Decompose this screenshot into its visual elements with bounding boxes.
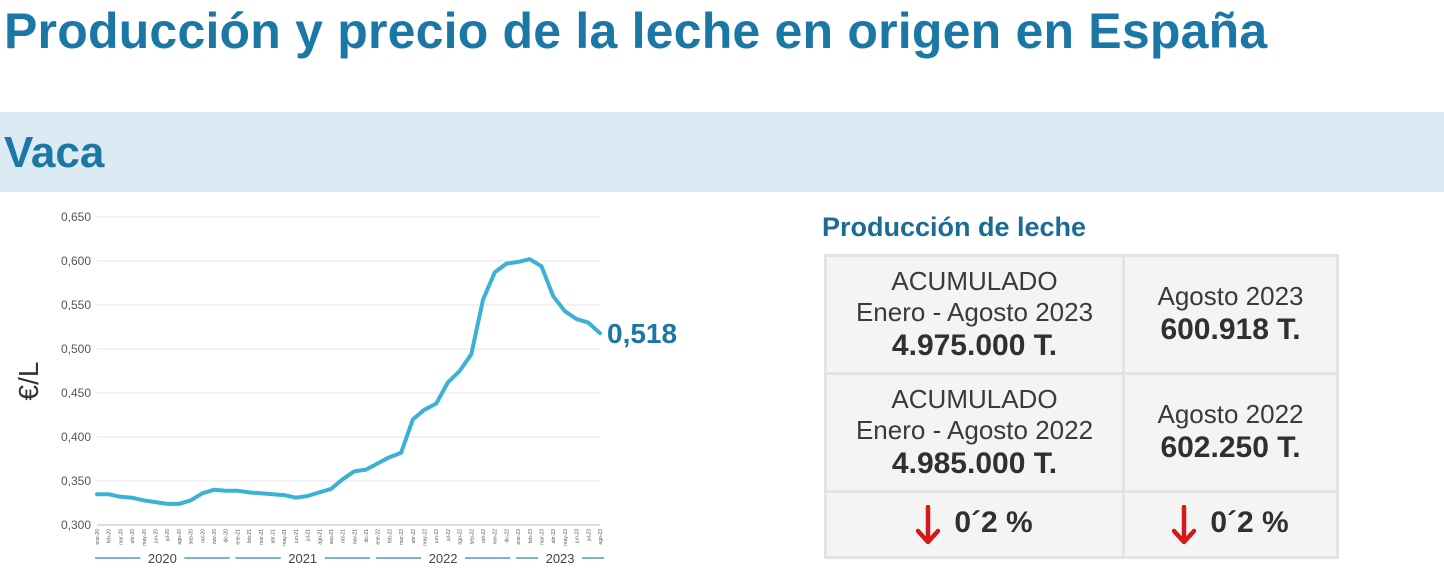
month-value: 602.250 T. xyxy=(1160,431,1301,464)
y-tick-label: 0,450 xyxy=(61,386,91,400)
price-chart-svg: 0,650 0,600 0,550 0,500 0,450 0,400 0,350 0,300… xyxy=(13,210,677,566)
x-tick-label: nov-20 xyxy=(212,529,218,545)
cumulative-value: 4.985.000 T. xyxy=(891,446,1058,480)
year-label: 2022 xyxy=(429,551,458,566)
y-tick-label: 0,300 xyxy=(61,518,91,532)
cumulative-period: Enero - Agosto 2023 xyxy=(855,296,1094,327)
x-tick-label: may-21 xyxy=(282,529,288,546)
change-month-cell: 0´2 % xyxy=(1122,490,1339,559)
x-tick-label: feb-20 xyxy=(107,529,113,543)
y-axis-title: €/L xyxy=(13,362,44,401)
x-tick-label: ene-21 xyxy=(235,529,241,545)
x-tick-label: sep-21 xyxy=(329,529,335,545)
x-tick-label: mar-23 xyxy=(540,529,546,545)
table-row: ACUMULADO Enero - Agosto 2022 4.985.000 … xyxy=(824,372,1339,493)
x-tick-label: may-22 xyxy=(423,529,429,546)
change-cumulative: 0´2 % xyxy=(916,504,1033,544)
x-tick-label: jun-23 xyxy=(575,529,581,544)
arrow-down-icon xyxy=(1172,504,1197,544)
table-row: ACUMULADO Enero - Agosto 2023 4.975.000 … xyxy=(824,254,1339,375)
section-band xyxy=(0,112,1444,192)
x-tick-label: feb-22 xyxy=(387,529,393,543)
cumulative-2022-cell: ACUMULADO Enero - Agosto 2022 4.985.000 … xyxy=(824,372,1125,493)
x-tick-label: jun-22 xyxy=(434,529,440,544)
page-title: Producción y precio de la leche en orige… xyxy=(4,3,1268,59)
x-tick-label: ene-22 xyxy=(376,529,382,545)
x-tick-label: jul-23 xyxy=(586,529,592,542)
price-chart: 0,650 0,600 0,550 0,500 0,450 0,400 0,350 0,300… xyxy=(0,200,700,577)
x-tick-label: dic-21 xyxy=(364,529,370,543)
x-tick-label: may-23 xyxy=(563,529,569,546)
x-tick-label: abr-22 xyxy=(411,529,417,544)
x-tick-label: oct-20 xyxy=(200,529,206,543)
month-label: Agosto 2023 xyxy=(1157,281,1304,311)
x-tick-label: dic-20 xyxy=(224,529,230,543)
cumulative-label: ACUMULADO xyxy=(891,265,1058,296)
y-tick-label: 0,350 xyxy=(61,474,91,488)
table-row: 0´2 % 0´2 % xyxy=(824,490,1339,559)
x-tick-label: ene-20 xyxy=(95,529,101,545)
x-tick-label: ene-23 xyxy=(516,529,522,545)
year-label: 2020 xyxy=(148,551,177,566)
x-tick-label: feb-21 xyxy=(247,529,253,543)
production-title: Producción de leche xyxy=(822,212,1087,242)
cumulative-period: Enero - Agosto 2022 xyxy=(855,414,1094,445)
last-value-label: 0,518 xyxy=(607,318,677,349)
cumulative-2023-cell: ACUMULADO Enero - Agosto 2023 4.975.000 … xyxy=(824,254,1125,375)
x-tick-label: oct-21 xyxy=(341,529,347,543)
x-tick-label: dic-22 xyxy=(504,529,510,543)
y-tick-label: 0,550 xyxy=(61,298,91,312)
change-month-value: 0´2 % xyxy=(1210,506,1289,540)
year-label: 2023 xyxy=(546,551,575,566)
x-tick-label: ago-21 xyxy=(317,529,323,545)
x-tick-label: jun-20 xyxy=(153,529,159,544)
month-2023-cell: Agosto 2023 600.918 T. xyxy=(1122,254,1339,375)
x-tick-label: sep-20 xyxy=(189,529,195,545)
y-tick-label: 0,400 xyxy=(61,430,91,444)
month-2022-cell: Agosto 2022 602.250 T. xyxy=(1122,372,1339,493)
x-tick-label: jul-20 xyxy=(165,529,171,542)
x-tick-label: ago-22 xyxy=(458,529,464,545)
x-tick-label: ago-20 xyxy=(177,529,183,545)
cumulative-label: ACUMULADO xyxy=(891,383,1058,414)
change-month: 0´2 % xyxy=(1172,504,1289,544)
x-tick-label: jun-21 xyxy=(294,529,300,544)
y-tick-label: 0,600 xyxy=(61,254,91,268)
x-tick-label: mar-22 xyxy=(399,529,405,545)
x-tick-label: oct-22 xyxy=(481,529,487,543)
year-label: 2021 xyxy=(288,551,317,566)
x-tick-label: jul-22 xyxy=(446,529,452,542)
change-cumulative-value: 0´2 % xyxy=(954,506,1033,540)
x-tick-label: mar-21 xyxy=(259,529,265,545)
arrow-down-icon xyxy=(916,504,941,544)
y-tick-label: 0,650 xyxy=(61,210,91,224)
x-tick-label: nov-22 xyxy=(493,529,499,545)
y-tick-label: 0,500 xyxy=(61,342,91,356)
x-tick-label: may-20 xyxy=(142,529,148,546)
x-tick-label: nov-21 xyxy=(352,529,358,545)
month-value: 600.918 T. xyxy=(1160,313,1301,346)
change-cumulative-cell: 0´2 % xyxy=(824,490,1125,559)
x-tick-label: sep-22 xyxy=(469,529,475,545)
section-title: Vaca xyxy=(4,128,105,177)
x-tick-label: abr-21 xyxy=(270,529,276,544)
x-tick-label: mar-20 xyxy=(118,529,124,545)
x-tick-label: abr-23 xyxy=(551,529,557,544)
price-line xyxy=(95,257,602,506)
x-tick-label: jul-21 xyxy=(306,529,312,542)
cumulative-value: 4.975.000 T. xyxy=(891,328,1058,362)
x-tick-label: ago-23 xyxy=(598,529,604,545)
x-tick-label: abr-20 xyxy=(130,529,136,544)
month-label: Agosto 2022 xyxy=(1157,399,1304,429)
x-tick-label: feb-23 xyxy=(528,529,534,543)
production-table: ACUMULADO Enero - Agosto 2023 4.975.000 … xyxy=(824,254,1339,559)
